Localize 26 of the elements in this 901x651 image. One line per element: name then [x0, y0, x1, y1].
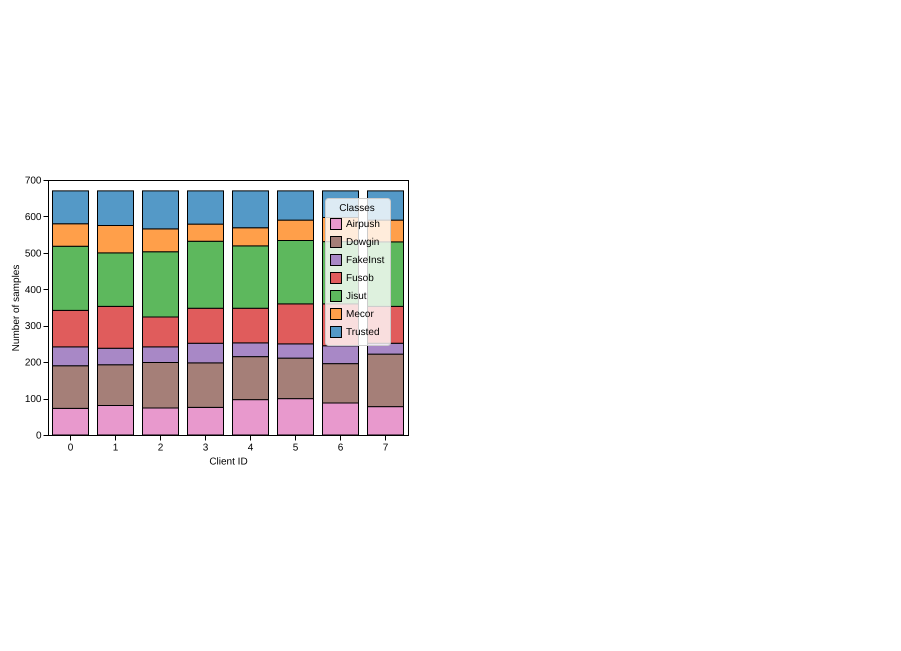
legend-label: Dowgin — [346, 237, 380, 248]
y-tick-label: 200 — [24, 358, 42, 369]
legend-label: Jisut — [346, 291, 367, 302]
x-tick-label: 0 — [68, 442, 74, 454]
y-tick-label: 500 — [24, 248, 42, 260]
y-tick-label: 100 — [24, 394, 42, 406]
legend-label: FakeInst — [346, 255, 385, 266]
x-tick-label: 7 — [382, 442, 389, 454]
x-tick-label: 3 — [202, 442, 209, 454]
x-tick-label: 1 — [112, 442, 119, 454]
legend-label: Mecor — [346, 309, 374, 320]
y-axis-title: Number of samples — [10, 264, 22, 352]
legend-label: Airpush — [346, 219, 380, 230]
x-tick-label: 6 — [338, 442, 344, 454]
y-tick-label: 300 — [24, 321, 42, 332]
x-tick-label: 4 — [248, 442, 254, 454]
legend-label: Trusted — [346, 327, 380, 338]
y-tick-label: 400 — [24, 284, 42, 296]
legend-title: Classes — [339, 203, 375, 214]
x-tick-label: 2 — [158, 442, 164, 454]
y-tick-label: 0 — [36, 430, 42, 442]
x-axis-title: Client ID — [209, 456, 248, 468]
x-tick-label: 5 — [292, 442, 299, 454]
legend-label: Fusob — [346, 273, 374, 284]
y-tick-label: 600 — [24, 212, 42, 223]
y-tick-label: 700 — [24, 176, 42, 186]
